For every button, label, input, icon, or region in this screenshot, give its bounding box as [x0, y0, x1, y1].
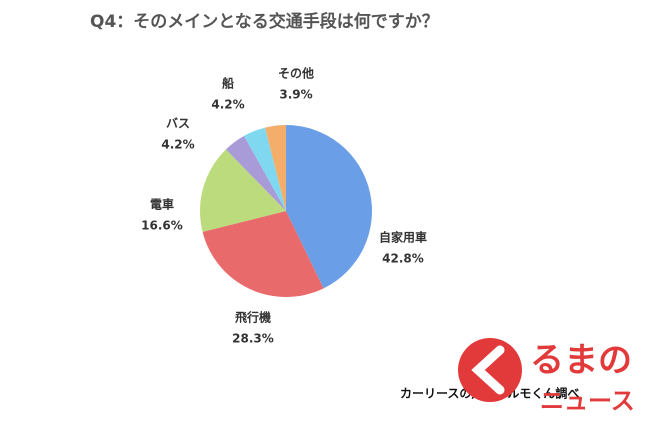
slice-label: 飛行機: [234, 310, 271, 325]
value-label: 16.6%: [141, 219, 183, 233]
pie-slice: [199, 149, 286, 232]
value-label: 28.3%: [232, 332, 274, 346]
pie-slice: [202, 211, 324, 297]
logo-text: るまの: [530, 341, 632, 381]
pie-slice: [244, 127, 286, 211]
value-label: 3.9%: [279, 88, 312, 102]
value-label: 42.8%: [382, 252, 424, 266]
slice-label: 電車: [150, 197, 174, 212]
value-label: 4.2%: [161, 138, 194, 152]
logo-icon: [458, 338, 522, 402]
pie-slice: [265, 125, 286, 211]
value-label: 4.2%: [211, 98, 244, 112]
slice-label: その他: [278, 66, 314, 81]
logo-arrow: [471, 345, 505, 395]
slice-label: 船: [222, 76, 234, 91]
pie-slice: [286, 125, 372, 289]
pie-slice: [225, 135, 286, 211]
slice-label: 自家用車: [379, 230, 427, 245]
slice-label: バス: [166, 117, 190, 131]
logo-text: ニュース: [540, 387, 635, 415]
logo: るまの ニュース: [458, 338, 635, 415]
chart-title: Q4：そのメインとなる交通手段は何ですか？: [90, 11, 439, 32]
